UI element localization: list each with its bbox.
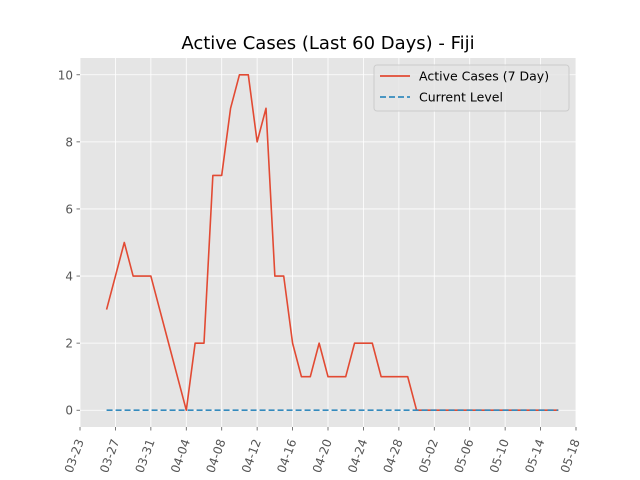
x-tick-label: 04-24 [345, 437, 370, 475]
x-tick-label: 04-20 [310, 437, 335, 475]
x-tick-label: 05-06 [451, 437, 476, 475]
y-tick-label: 4 [65, 270, 73, 284]
legend-box [373, 64, 570, 112]
x-tick-label: 04-16 [274, 437, 299, 475]
y-tick-label: 0 [65, 404, 73, 418]
x-tick-label: 04-28 [381, 437, 406, 475]
x-tick-label: 05-10 [487, 437, 512, 475]
x-tick-label: 05-14 [522, 437, 547, 475]
x-tick-label: 04-12 [239, 437, 264, 475]
legend-label-current-level: Current Level [419, 90, 503, 105]
y-tick-label: 6 [65, 202, 73, 216]
series-layer [105, 73, 559, 412]
y-tick-label: 8 [65, 135, 73, 149]
x-tick-label: 03-31 [133, 437, 158, 475]
x-axis-ticks: 03-23 03-27 03-31 04-04 04-08 04-12 04-16 04-20… [62, 427, 583, 475]
y-tick-label: 10 [58, 68, 73, 82]
x-tick-label: 03-23 [62, 437, 87, 475]
legend: Active Cases (7 Day) Current Level [373, 64, 570, 112]
y-tick-label: 2 [65, 337, 73, 351]
legend-label-active-cases: Active Cases (7 Day) [419, 69, 549, 84]
chart-title: Active Cases (Last 60 Days) - Fiji [181, 33, 474, 54]
x-tick-label: 05-02 [416, 437, 441, 475]
series-line-active-cases [105, 73, 559, 412]
grid [79, 58, 577, 427]
x-tick-label: 03-27 [97, 437, 122, 475]
x-tick-label: 04-08 [203, 437, 228, 475]
y-axis-ticks: 0 2 4 6 8 10 [58, 68, 80, 418]
x-tick-label: 05-18 [558, 437, 583, 475]
x-tick-label: 04-04 [168, 437, 193, 475]
